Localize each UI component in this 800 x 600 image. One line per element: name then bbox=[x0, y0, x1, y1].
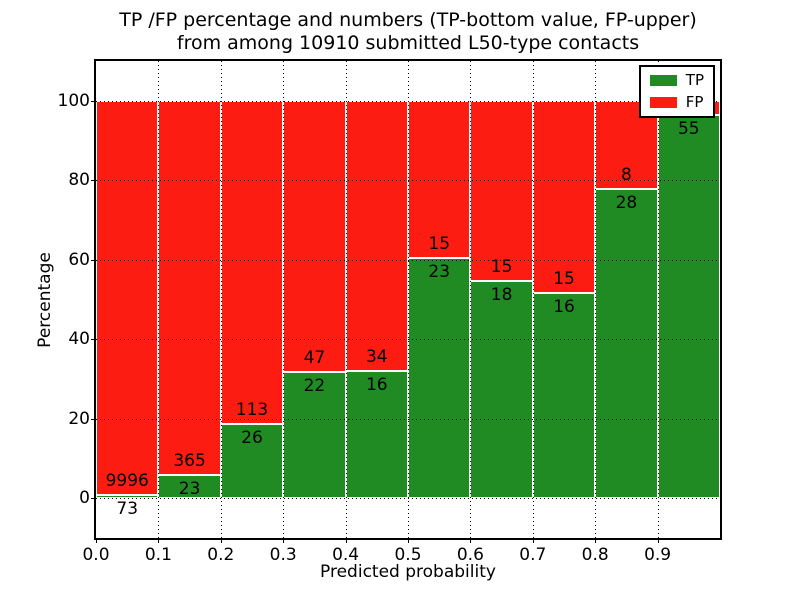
x-tick bbox=[595, 538, 597, 543]
x-tick-label: 0.4 bbox=[332, 545, 360, 565]
bar-fp bbox=[96, 100, 159, 496]
y-tick-label: 100 bbox=[57, 90, 90, 111]
bar-tp bbox=[408, 257, 471, 499]
tp-count-label: 23 bbox=[428, 261, 451, 282]
x-tick-label: 0.3 bbox=[269, 545, 297, 565]
fp-count-label: 9996 bbox=[105, 471, 149, 492]
tp-count-label: 26 bbox=[241, 427, 263, 448]
plot-area: TP FP 9996 73 365 23 113 26 47 22 34 16 15 23 15 18 15 1… bbox=[96, 61, 720, 538]
y-tick bbox=[91, 180, 96, 182]
tp-count-label: 23 bbox=[178, 478, 201, 499]
fp-count-label: 113 bbox=[235, 399, 269, 420]
y-tick bbox=[91, 259, 96, 261]
x-tick-label: 0.5 bbox=[394, 545, 422, 565]
x-tick-label: 0.7 bbox=[519, 545, 547, 565]
y-tick bbox=[91, 418, 96, 420]
bar-tp bbox=[595, 189, 658, 499]
bar-fp bbox=[532, 100, 596, 294]
x-tick bbox=[283, 538, 285, 543]
x-tick-label: 0.1 bbox=[144, 545, 172, 565]
bar-tp bbox=[470, 281, 533, 499]
chart-title: TP /FP percentage and numbers (TP-bottom… bbox=[96, 9, 720, 55]
fp-count-label: 47 bbox=[303, 347, 326, 368]
y-tick bbox=[91, 339, 96, 341]
tp-count-label: 22 bbox=[303, 375, 326, 396]
tp-count-label: 73 bbox=[116, 499, 139, 520]
bar-fp bbox=[283, 100, 346, 372]
bar-fp bbox=[220, 100, 284, 424]
x-tick-label: 0.6 bbox=[456, 545, 484, 565]
x-gridline bbox=[283, 61, 285, 538]
x-gridline bbox=[532, 61, 534, 538]
x-tick-label: 0.0 bbox=[82, 545, 110, 565]
x-gridline bbox=[220, 61, 222, 538]
x-gridline bbox=[595, 61, 597, 538]
fp-count-label: 34 bbox=[365, 347, 388, 368]
x-tick-label: 0.8 bbox=[581, 545, 609, 565]
legend-label: TP bbox=[685, 71, 704, 89]
y-tick-label: 40 bbox=[68, 329, 90, 350]
fp-count-label: 15 bbox=[490, 257, 513, 278]
y-tick-label: 80 bbox=[68, 170, 90, 191]
bar-fp bbox=[158, 100, 221, 475]
y-tick-label: 20 bbox=[68, 408, 90, 429]
tp-count-label: 16 bbox=[365, 375, 388, 396]
legend-swatch-tp bbox=[649, 75, 677, 86]
x-gridline bbox=[470, 61, 472, 538]
bar-tp bbox=[657, 114, 720, 499]
legend: TP FP bbox=[638, 65, 715, 118]
y-tick-label: 0 bbox=[79, 488, 90, 509]
tp-count-label: 18 bbox=[490, 285, 513, 306]
fp-count-label: 15 bbox=[553, 269, 575, 290]
x-gridline bbox=[345, 61, 347, 538]
bar-tp bbox=[96, 495, 159, 499]
x-tick bbox=[345, 538, 347, 543]
x-gridline bbox=[158, 61, 160, 538]
x-tick-label: 0.9 bbox=[644, 545, 672, 565]
fp-count-label: 15 bbox=[428, 233, 451, 254]
x-tick-label: 0.2 bbox=[207, 545, 235, 565]
tp-count-label: 28 bbox=[615, 193, 638, 214]
x-tick bbox=[220, 538, 222, 543]
legend-item: TP bbox=[649, 71, 704, 89]
y-tick-label: 60 bbox=[68, 249, 90, 270]
x-tick bbox=[96, 538, 97, 543]
legend-label: FP bbox=[685, 93, 704, 111]
legend-swatch-fp bbox=[649, 97, 677, 108]
x-axis-label: Predicted probability bbox=[320, 562, 496, 582]
x-tick bbox=[657, 538, 659, 543]
bar-tp bbox=[532, 293, 596, 499]
chart-title-line1: TP /FP percentage and numbers (TP-bottom… bbox=[119, 9, 697, 31]
x-tick bbox=[158, 538, 160, 543]
x-gridline bbox=[657, 61, 659, 538]
x-tick bbox=[470, 538, 472, 543]
fp-count-label: 8 bbox=[620, 165, 632, 186]
y-tick bbox=[91, 498, 96, 500]
bar-fp bbox=[470, 100, 533, 282]
legend-item: FP bbox=[649, 93, 704, 111]
chart-title-line2: from among 10910 submitted L50-type cont… bbox=[176, 32, 640, 54]
fp-count-label: 365 bbox=[173, 450, 206, 471]
bar-fp bbox=[345, 100, 408, 372]
tp-count-label: 16 bbox=[553, 297, 575, 318]
bar-tp bbox=[220, 423, 284, 499]
y-tick bbox=[91, 100, 96, 102]
x-gridline bbox=[408, 61, 409, 538]
x-tick bbox=[408, 538, 409, 543]
tp-count-label: 55 bbox=[677, 118, 700, 139]
x-tick bbox=[532, 538, 534, 543]
